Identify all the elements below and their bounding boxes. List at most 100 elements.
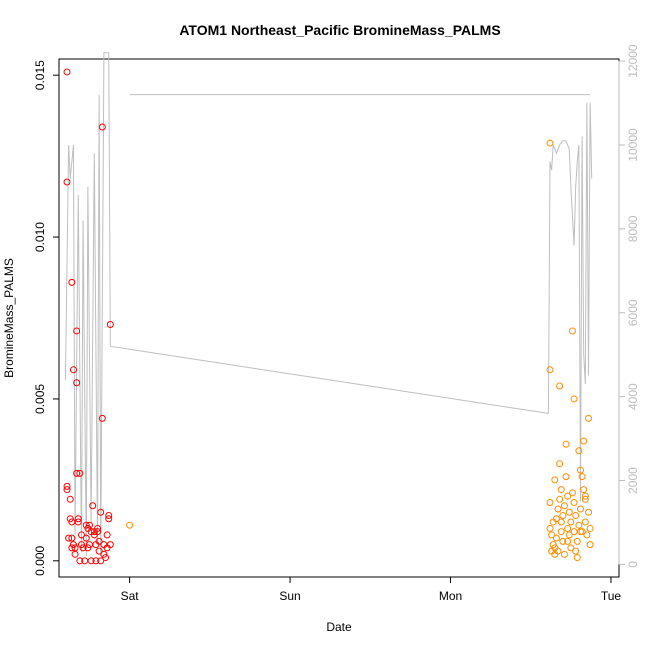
point-s2-56 [557,518,565,526]
point-s2-41 [575,521,583,529]
x-axis-label: Date [326,620,352,634]
point-s1-11 [69,541,77,549]
y2-tick-label-2: 4000 [626,383,640,410]
point-s2-44 [578,473,586,481]
point-s2-20 [559,537,567,545]
point-s1-52 [77,541,85,549]
point-s1-13 [71,550,79,558]
point-s1-51 [106,320,114,328]
point-s2-49 [581,518,589,526]
point-s2-24 [562,440,570,448]
point-s2-7 [549,541,557,549]
point-s1-45 [102,554,110,562]
point-s1-49 [105,511,113,519]
point-s1-16 [73,469,81,477]
x-tick-label-mon: Mon [439,589,462,603]
point-s1-10 [69,366,77,374]
point-s2-50 [583,531,591,539]
point-s2-18 [557,486,565,494]
point-s1-3 [63,486,71,494]
grey-line-series [64,52,593,557]
point-s1-7 [68,278,76,286]
point-s2-2 [546,366,554,374]
point-s2-28 [565,508,573,516]
point-s2-60 [581,492,589,500]
point-s2-54 [586,541,594,549]
x-tick-label-tue: Tue [601,589,622,603]
point-s2-33 [568,327,576,335]
point-s1-14 [73,327,81,335]
point-s2-14 [554,505,562,513]
point-s2-35 [570,395,578,403]
point-s2-26 [564,524,572,532]
point-s1-38 [95,547,103,555]
y2-tick-label-6: 12000 [626,44,640,78]
point-s1-50 [106,541,114,549]
point-s2-32 [568,489,576,497]
point-s1-4 [65,534,73,542]
x-tick-label-sun: Sun [279,589,300,603]
point-s1-55 [95,537,103,545]
point-s1-15 [73,379,81,387]
grey-line-segment-tue [547,103,593,502]
grey-line-segment-sat [64,52,111,557]
x-tick-label-sat: Sat [121,589,140,603]
point-s2-15 [556,382,564,390]
point-s2-47 [580,486,588,494]
point-s1-34 [92,557,100,565]
y2-tick-label-1: 2000 [626,467,640,494]
point-s2-6 [548,531,556,539]
point-s1-42 [98,123,106,131]
point-s2-13 [554,547,562,555]
point-s1-31 [89,502,97,510]
point-s2-48 [581,495,589,503]
point-s2-39 [573,554,581,562]
point-s2-11 [552,534,560,542]
point-s1-19 [76,469,84,477]
point-s1-1 [63,178,71,186]
point-s2-19 [557,528,565,536]
point-s2-46 [580,437,588,445]
x-axis: Sat Sun Mon Tue [121,577,622,603]
point-s2-57 [564,537,572,545]
point-s2-27 [564,492,572,500]
point-s2-53 [586,524,594,532]
y2-tick-label-0: 0 [626,561,640,568]
y2-tick-label-4: 8000 [626,215,640,242]
point-s1-24 [82,534,90,542]
y-tick-label-0: 0.000 [33,545,47,575]
point-s1-43 [100,550,108,558]
point-s1-37 [94,524,102,532]
point-s2-59 [576,528,584,536]
point-s2-29 [565,531,573,539]
y-axis: 0.000 0.005 0.010 0.015 [33,60,59,576]
point-s2-21 [559,511,567,519]
point-s1-39 [97,557,105,565]
point-s2-37 [572,547,580,555]
point-s1-36 [94,528,102,536]
point-s1-18 [74,515,82,523]
point-s2-52 [585,508,593,516]
point-s2-38 [573,537,581,545]
point-s2-40 [575,447,583,455]
point-s1-26 [84,544,92,552]
point-s1-21 [77,531,85,539]
point-s2-23 [560,502,568,510]
point-s2-12 [552,515,560,523]
grey-line-segment-gap [110,345,549,414]
y-tick-label-3: 0.015 [33,60,47,90]
point-s1-54 [85,521,93,529]
point-s2-16 [556,460,564,468]
point-s2-0 [126,521,134,529]
y2-tick-label-3: 6000 [626,299,640,326]
chart-title: ATOM1 Northeast_Pacific BromineMass_PALM… [179,22,500,38]
point-s2-31 [567,518,575,526]
point-s1-22 [79,544,87,552]
point-s1-9 [68,534,76,542]
point-s1-40 [97,508,105,516]
point-s2-1 [546,139,554,147]
point-s1-17 [74,518,82,526]
point-s2-22 [560,550,568,558]
point-s2-4 [546,524,554,532]
